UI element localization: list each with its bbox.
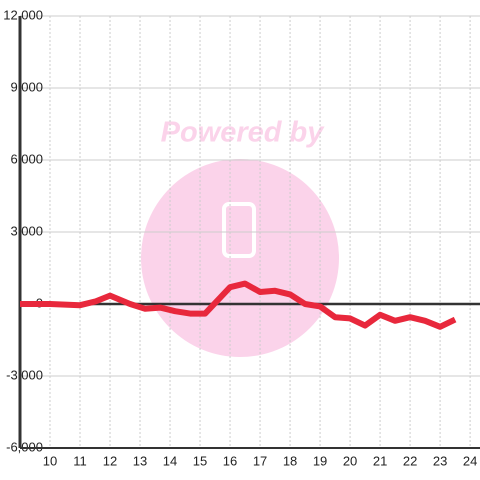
- x-tick-label: 11: [73, 453, 87, 468]
- y-tick-label: 6,000: [10, 151, 43, 166]
- x-tick-label: 12: [103, 453, 117, 468]
- y-tick-label: -3,000: [6, 367, 43, 382]
- data-line: [20, 280, 457, 330]
- x-tick-label: 20: [343, 453, 357, 468]
- x-tick-label: 16: [223, 453, 237, 468]
- x-tick-label: 10: [43, 453, 57, 468]
- x-tick-label: 15: [193, 453, 207, 468]
- watermark-text: Powered by: [161, 117, 326, 149]
- x-tick-label: 23: [433, 453, 447, 468]
- y-tick-label: 3,000: [10, 223, 43, 238]
- y-tick-label: 12,000: [3, 7, 43, 22]
- x-tick-label: 13: [133, 453, 147, 468]
- x-tick-label: 17: [253, 453, 267, 468]
- y-tick-label: -6,000: [6, 439, 43, 454]
- x-tick-label: 21: [373, 453, 387, 468]
- x-tick-label: 22: [403, 453, 417, 468]
- y-tick-label: 9,000: [10, 79, 43, 94]
- watermark-icon: [222, 202, 256, 258]
- x-tick-label: 24: [463, 453, 477, 468]
- x-tick-label: 14: [163, 453, 177, 468]
- x-tick-label: 18: [283, 453, 297, 468]
- x-tick-label: 19: [313, 453, 327, 468]
